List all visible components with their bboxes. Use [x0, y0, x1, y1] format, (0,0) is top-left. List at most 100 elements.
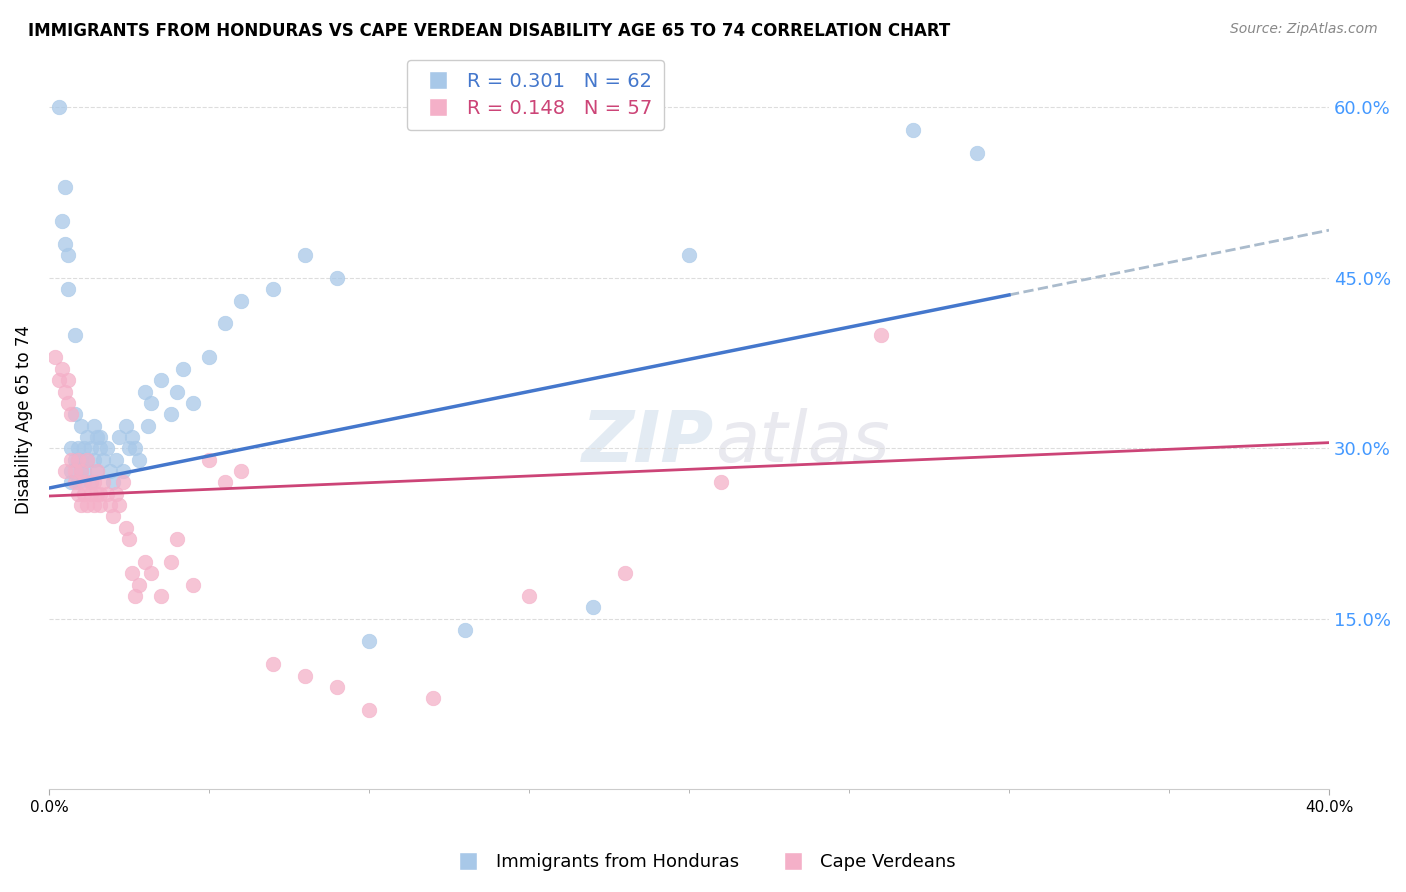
Point: [326, 271, 349, 285]
Point: [79, 442, 101, 456]
Point: [614, 566, 637, 581]
Point: [93, 475, 115, 490]
Point: [63, 464, 86, 478]
Point: [262, 282, 284, 296]
Point: [128, 452, 150, 467]
Point: [60, 464, 83, 478]
Point: [89, 498, 111, 512]
Point: [51, 214, 73, 228]
Point: [124, 589, 146, 603]
Point: [48, 100, 70, 114]
Point: [63, 475, 86, 490]
Point: [105, 452, 128, 467]
Point: [60, 452, 83, 467]
Point: [93, 452, 115, 467]
Text: Source: ZipAtlas.com: Source: ZipAtlas.com: [1230, 22, 1378, 37]
Point: [198, 452, 221, 467]
Point: [76, 498, 98, 512]
Point: [60, 442, 83, 456]
Point: [51, 361, 73, 376]
Point: [73, 464, 96, 478]
Point: [128, 577, 150, 591]
Point: [134, 555, 156, 569]
Point: [141, 396, 163, 410]
Point: [66, 452, 89, 467]
Point: [136, 418, 159, 433]
Point: [229, 464, 252, 478]
Legend: Immigrants from Honduras, Cape Verdeans: Immigrants from Honduras, Cape Verdeans: [443, 847, 963, 879]
Point: [76, 452, 98, 467]
Point: [96, 487, 118, 501]
Point: [56, 282, 79, 296]
Point: [66, 452, 89, 467]
Point: [134, 384, 156, 399]
Point: [121, 430, 143, 444]
Point: [198, 351, 221, 365]
Point: [56, 373, 79, 387]
Point: [60, 407, 83, 421]
Point: [101, 475, 124, 490]
Point: [44, 351, 66, 365]
Point: [108, 430, 131, 444]
Point: [105, 487, 128, 501]
Point: [70, 452, 93, 467]
Point: [73, 442, 96, 456]
Y-axis label: Disability Age 65 to 74: Disability Age 65 to 74: [15, 326, 32, 515]
Point: [56, 396, 79, 410]
Point: [357, 703, 380, 717]
Point: [966, 145, 988, 160]
Point: [181, 577, 204, 591]
Point: [48, 373, 70, 387]
Point: [454, 623, 477, 637]
Legend: R = 0.301   N = 62, R = 0.148   N = 57: R = 0.301 N = 62, R = 0.148 N = 57: [406, 61, 664, 129]
Point: [326, 680, 349, 694]
Point: [83, 475, 105, 490]
Point: [96, 442, 118, 456]
Point: [83, 418, 105, 433]
Point: [141, 566, 163, 581]
Point: [60, 475, 83, 490]
Point: [166, 384, 188, 399]
Point: [53, 180, 76, 194]
Point: [83, 498, 105, 512]
Point: [678, 248, 700, 262]
Point: [582, 600, 605, 615]
Point: [166, 532, 188, 546]
Point: [214, 475, 236, 490]
Point: [73, 475, 96, 490]
Point: [121, 566, 143, 581]
Point: [79, 475, 101, 490]
Point: [214, 316, 236, 330]
Point: [357, 634, 380, 648]
Point: [114, 521, 136, 535]
Point: [70, 418, 93, 433]
Text: IMMIGRANTS FROM HONDURAS VS CAPE VERDEAN DISABILITY AGE 65 TO 74 CORRELATION CHA: IMMIGRANTS FROM HONDURAS VS CAPE VERDEAN…: [28, 22, 950, 40]
Point: [172, 361, 194, 376]
Point: [229, 293, 252, 308]
Point: [262, 657, 284, 672]
Point: [159, 555, 181, 569]
Point: [53, 384, 76, 399]
Point: [98, 498, 121, 512]
Point: [63, 327, 86, 342]
Point: [118, 532, 141, 546]
Point: [70, 498, 93, 512]
Text: ZIP: ZIP: [582, 408, 714, 476]
Point: [76, 452, 98, 467]
Point: [63, 407, 86, 421]
Point: [111, 475, 134, 490]
Point: [53, 236, 76, 251]
Point: [86, 464, 108, 478]
Point: [111, 464, 134, 478]
Point: [294, 248, 316, 262]
Point: [53, 464, 76, 478]
Point: [101, 509, 124, 524]
Point: [901, 123, 924, 137]
Point: [66, 475, 89, 490]
Point: [870, 327, 893, 342]
Point: [63, 452, 86, 467]
Point: [89, 430, 111, 444]
Point: [181, 396, 204, 410]
Point: [83, 452, 105, 467]
Point: [73, 487, 96, 501]
